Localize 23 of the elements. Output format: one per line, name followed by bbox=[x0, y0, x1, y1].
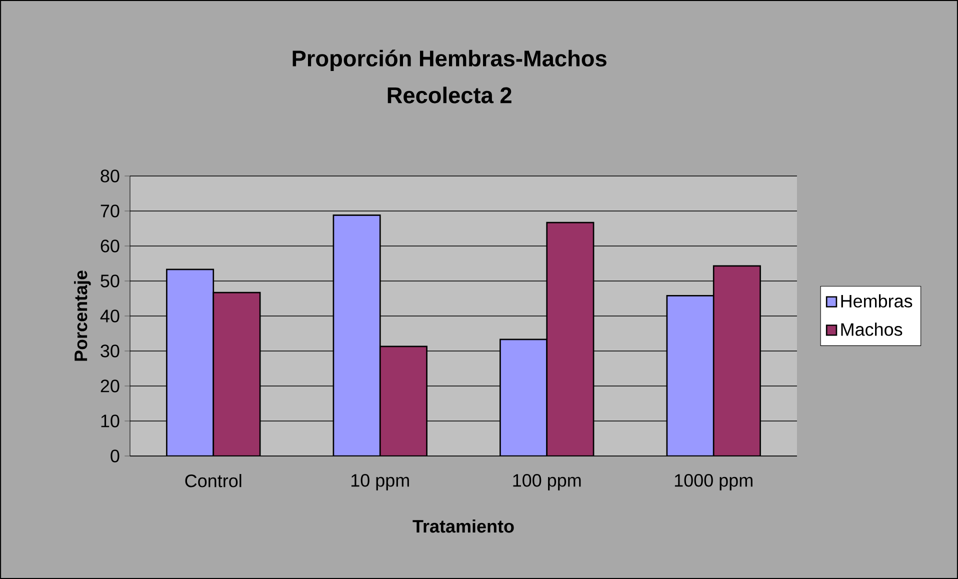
y-tick-label: 60 bbox=[100, 240, 120, 252]
x-tick-label: Control bbox=[185, 474, 242, 488]
bar bbox=[379, 346, 428, 456]
x-tick-label: 10 ppm bbox=[351, 474, 409, 490]
bar bbox=[712, 265, 761, 456]
x-tick-label: 1000 ppm bbox=[674, 474, 752, 490]
chart-title: Proporción Hembras-Machos bbox=[292, 50, 606, 71]
y-tick-label: 30 bbox=[100, 344, 120, 358]
y-tick-label: 70 bbox=[100, 204, 120, 218]
legend-label: Machos bbox=[841, 322, 902, 336]
y-tick-label: 0 bbox=[110, 450, 120, 462]
bar bbox=[212, 292, 261, 456]
x-axis-title: Tratamiento bbox=[412, 519, 514, 533]
bar bbox=[546, 222, 594, 456]
x-tick-label: 100 ppm bbox=[513, 474, 581, 490]
y-tick-label: 80 bbox=[100, 170, 120, 182]
chart-subtitle: Recolecta 2 bbox=[388, 86, 512, 104]
y-tick-label: 20 bbox=[100, 380, 120, 392]
y-axis-title: Porcentaje bbox=[74, 270, 91, 361]
y-tick-label: 10 bbox=[101, 414, 120, 428]
legend-label: Hembras bbox=[841, 294, 912, 308]
y-tick-label: 40 bbox=[100, 310, 120, 322]
y-tick-label: 50 bbox=[100, 274, 120, 288]
